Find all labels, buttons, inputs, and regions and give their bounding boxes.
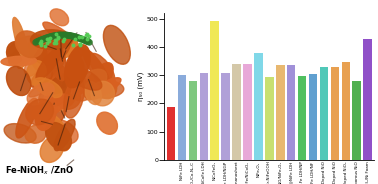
- Ellipse shape: [40, 136, 64, 162]
- Bar: [287, 65, 296, 160]
- Ellipse shape: [67, 43, 84, 59]
- Ellipse shape: [31, 50, 50, 73]
- Bar: [189, 81, 197, 160]
- Ellipse shape: [51, 71, 73, 105]
- Ellipse shape: [29, 74, 65, 97]
- Bar: [178, 75, 186, 160]
- Ellipse shape: [64, 77, 84, 118]
- Ellipse shape: [4, 124, 36, 143]
- Ellipse shape: [86, 78, 121, 100]
- Bar: [331, 67, 339, 160]
- Ellipse shape: [73, 69, 107, 101]
- Ellipse shape: [48, 38, 67, 81]
- Ellipse shape: [67, 57, 84, 82]
- Ellipse shape: [34, 78, 62, 98]
- Bar: [298, 76, 306, 160]
- Y-axis label: η₅₀ (mV): η₅₀ (mV): [137, 72, 144, 101]
- Bar: [276, 65, 285, 160]
- Ellipse shape: [59, 75, 78, 107]
- Ellipse shape: [47, 33, 72, 51]
- Ellipse shape: [44, 114, 70, 151]
- Ellipse shape: [1, 56, 36, 66]
- Ellipse shape: [31, 57, 64, 87]
- Bar: [342, 62, 350, 160]
- Ellipse shape: [56, 88, 81, 109]
- Ellipse shape: [51, 66, 65, 101]
- Ellipse shape: [31, 94, 69, 119]
- Ellipse shape: [31, 30, 73, 49]
- Ellipse shape: [12, 17, 29, 63]
- Bar: [265, 77, 274, 160]
- Ellipse shape: [66, 70, 82, 94]
- Bar: [309, 74, 317, 160]
- Bar: [363, 39, 372, 160]
- Bar: [254, 53, 263, 160]
- Ellipse shape: [91, 81, 115, 106]
- Bar: [200, 73, 208, 160]
- Ellipse shape: [93, 70, 117, 99]
- Ellipse shape: [45, 119, 78, 144]
- Ellipse shape: [46, 123, 71, 151]
- Ellipse shape: [35, 96, 56, 130]
- Ellipse shape: [36, 47, 62, 80]
- Ellipse shape: [51, 72, 62, 91]
- Ellipse shape: [25, 59, 39, 76]
- Ellipse shape: [43, 99, 66, 126]
- Ellipse shape: [89, 53, 115, 84]
- Ellipse shape: [25, 125, 46, 143]
- Ellipse shape: [97, 112, 118, 134]
- Ellipse shape: [67, 67, 102, 90]
- Ellipse shape: [42, 35, 77, 61]
- Ellipse shape: [46, 75, 71, 106]
- Ellipse shape: [54, 119, 75, 151]
- Bar: [167, 107, 175, 160]
- Ellipse shape: [33, 47, 57, 62]
- Ellipse shape: [65, 45, 90, 88]
- Ellipse shape: [26, 99, 53, 125]
- Ellipse shape: [17, 35, 41, 68]
- Ellipse shape: [40, 67, 62, 92]
- Ellipse shape: [66, 72, 86, 95]
- Ellipse shape: [82, 80, 124, 98]
- Ellipse shape: [34, 49, 55, 65]
- Bar: [243, 64, 252, 160]
- Ellipse shape: [16, 98, 37, 138]
- Ellipse shape: [85, 82, 101, 105]
- Ellipse shape: [27, 83, 54, 105]
- Ellipse shape: [84, 63, 113, 99]
- Ellipse shape: [43, 22, 76, 46]
- Ellipse shape: [15, 31, 43, 58]
- Bar: [222, 73, 230, 160]
- Ellipse shape: [70, 46, 84, 93]
- Bar: [232, 64, 241, 160]
- Ellipse shape: [9, 46, 34, 66]
- Ellipse shape: [8, 36, 40, 61]
- Ellipse shape: [104, 25, 130, 64]
- Ellipse shape: [39, 83, 75, 103]
- Text: Fe-NiOH$_x$ /ZnO: Fe-NiOH$_x$ /ZnO: [5, 164, 74, 177]
- Ellipse shape: [43, 36, 71, 65]
- Bar: [211, 21, 219, 160]
- Ellipse shape: [6, 42, 24, 63]
- Ellipse shape: [50, 9, 69, 26]
- Ellipse shape: [83, 49, 110, 88]
- Ellipse shape: [6, 66, 31, 95]
- Ellipse shape: [26, 61, 46, 85]
- Ellipse shape: [45, 91, 65, 111]
- Bar: [352, 81, 361, 160]
- Bar: [320, 67, 328, 160]
